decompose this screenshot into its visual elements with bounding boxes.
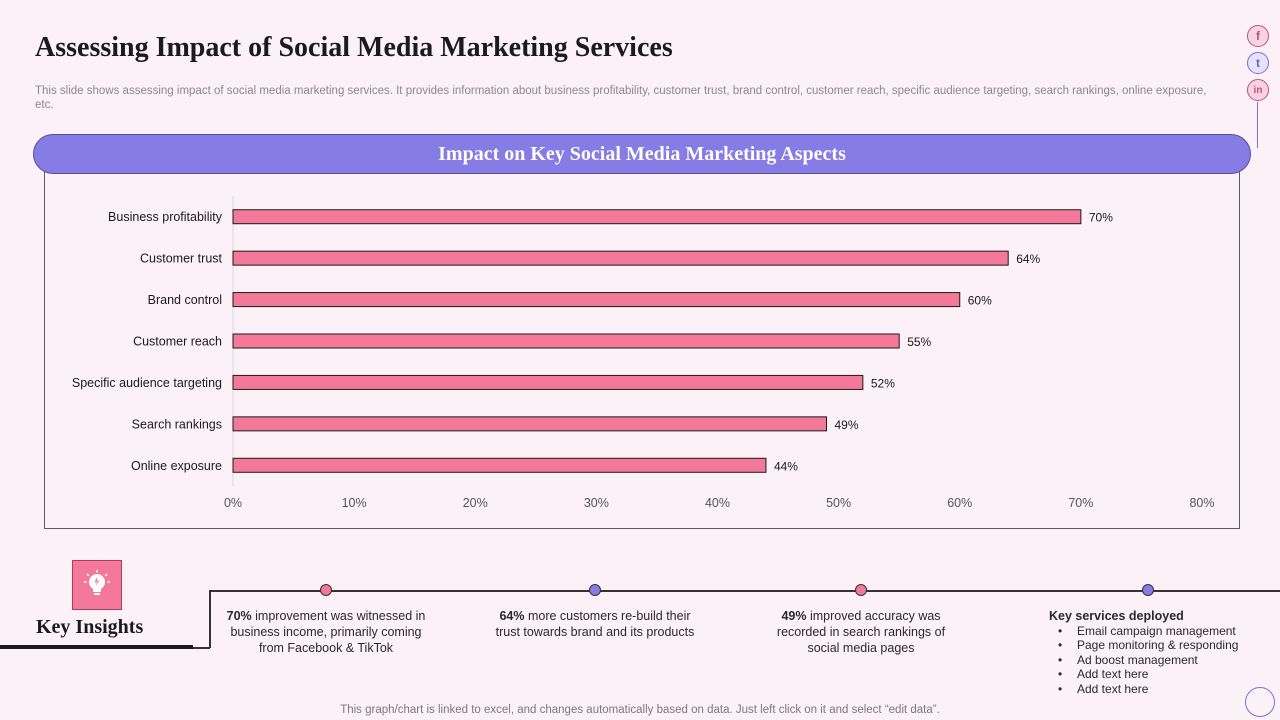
bar[interactable] [232,292,961,308]
x-tick-label: 80% [1189,496,1214,510]
list-item: Add text here [1058,682,1274,697]
x-tick-label: 20% [463,496,488,510]
timeline-dot [320,584,332,596]
x-tick-label: 0% [224,496,242,510]
linkedin-icon[interactable]: in [1247,79,1269,101]
insights-underline [0,645,193,649]
page-title: Assessing Impact of Social Media Marketi… [35,32,673,63]
list-item: Email campaign management [1058,624,1274,639]
insight-highlight: 70% [226,609,252,623]
key-insights-title: Key Insights [36,616,144,638]
y-tick-label: Customer trust [140,252,222,266]
x-tick-label: 50% [826,496,851,510]
insight-highlight: 64% [499,609,525,623]
insight-item: 49% improved accuracy was recorded in se… [761,608,961,656]
y-tick-label: Customer reach [133,335,222,349]
page-subtitle: This slide shows assessing impact of soc… [35,85,1207,111]
services-title: Key services deployed [1049,609,1184,623]
bar[interactable] [232,209,1082,225]
bar[interactable] [232,333,900,349]
y-tick-label: Business profitability [108,210,223,224]
insight-item: 70% improvement was witnessed in busines… [226,608,426,656]
insights-icon-box [72,560,122,610]
chart-footnote: This graph/chart is linked to excel, and… [340,704,940,716]
x-tick-label: 70% [1068,496,1093,510]
timeline-dot [1142,584,1154,596]
facebook-icon[interactable]: f [1247,25,1269,47]
social-divider [1257,102,1258,148]
insight-item: 64% more customers re-build their trust … [495,608,695,640]
list-item: Ad boost management [1058,653,1274,668]
data-label: 49% [835,418,859,432]
lightbulb-icon [84,570,110,595]
data-label: 64% [1016,252,1040,266]
chart-title: Impact on Key Social Media Marketing Asp… [33,134,1251,174]
services-list: Email campaign management Page monitorin… [1049,624,1274,696]
data-label: 52% [871,376,895,390]
bar[interactable] [232,250,1009,266]
corner-decoration [1245,687,1275,717]
data-label: 70% [1089,211,1113,225]
timeline-connector-horizontal [193,647,210,649]
data-label: 60% [968,294,992,308]
bar[interactable] [232,457,767,473]
bar[interactable] [232,416,828,432]
y-tick-label: Brand control [148,293,222,307]
timeline-line [210,590,1280,592]
x-tick-label: 60% [947,496,972,510]
insight-text: improvement was witnessed in business in… [230,609,426,655]
twitter-icon[interactable]: t [1247,52,1269,74]
x-tick-label: 40% [705,496,730,510]
data-label: 44% [774,459,798,473]
y-tick-label: Online exposure [131,459,222,473]
x-tick-label: 10% [342,496,367,510]
list-item: Page monitoring & responding [1058,638,1274,653]
y-tick-label: Search rankings [132,417,222,431]
timeline-connector-vertical [209,590,211,648]
x-tick-label: 30% [584,496,609,510]
bar[interactable] [232,374,864,390]
insight-highlight: 49% [781,609,807,623]
timeline-dot [855,584,867,596]
y-tick-label: Specific audience targeting [72,376,222,390]
timeline-dot [589,584,601,596]
insight-text: more customers re-build their trust towa… [495,609,695,639]
data-label: 55% [907,335,931,349]
key-services: Key services deployed Email campaign man… [1049,608,1274,696]
list-item: Add text here [1058,667,1274,682]
insight-text: improved accuracy was recorded in search… [776,609,946,655]
